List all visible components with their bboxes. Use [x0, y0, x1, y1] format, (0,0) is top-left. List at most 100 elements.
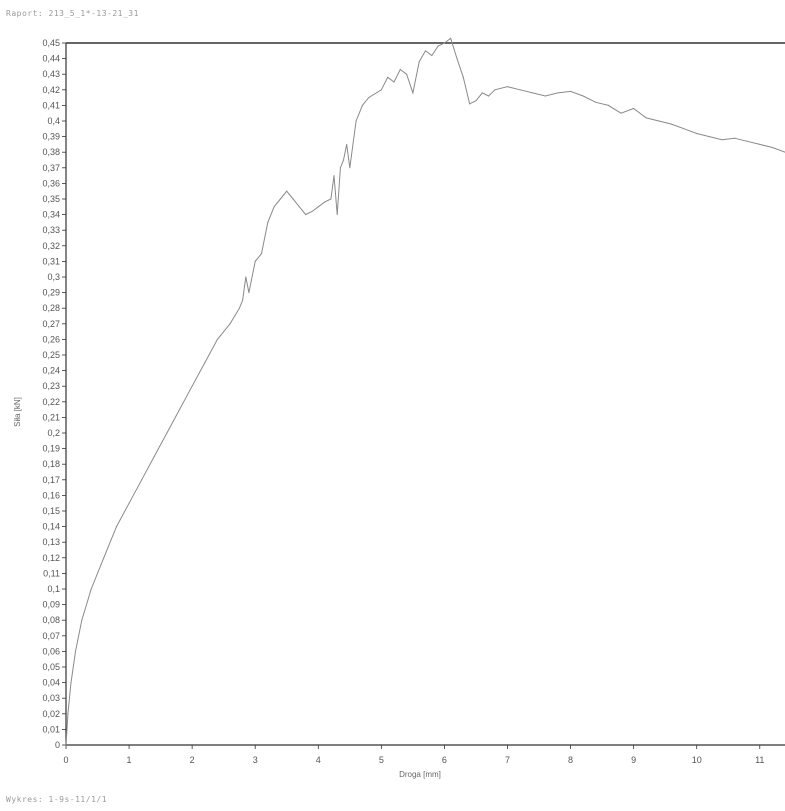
data-point [519, 89, 521, 91]
x-tick-label: 1 [127, 755, 132, 765]
data-point [128, 502, 130, 504]
data-point [437, 45, 439, 47]
data-point [241, 299, 244, 301]
y-tick-label: 0,18 [42, 459, 60, 469]
y-tick-label: 0,3 [47, 272, 60, 282]
data-point [336, 214, 338, 216]
y-tick-label: 0,35 [42, 194, 60, 204]
y-tick-label: 0,14 [42, 522, 60, 532]
data-point [424, 50, 427, 52]
y-tick-label: 0,44 [42, 54, 60, 64]
y-tick-label: 0,07 [42, 631, 60, 641]
data-point [456, 58, 458, 60]
data-point [759, 143, 761, 145]
y-tick-label: 0,1 [47, 584, 60, 594]
y-tick-label: 0,28 [42, 303, 60, 313]
data-point [620, 112, 622, 114]
x-tick-label: 11 [755, 755, 764, 765]
y-tick-label: 0,15 [42, 506, 60, 516]
y-tick-label: 0,08 [42, 615, 60, 625]
y-tick-label: 0,21 [42, 412, 60, 422]
data-point [141, 479, 143, 481]
data-point [229, 323, 231, 325]
data-point [393, 81, 395, 83]
data-point [462, 76, 464, 78]
y-tick-label: 0,41 [42, 100, 60, 110]
x-tick-label: 7 [505, 755, 510, 765]
y-tick-label: 0,19 [42, 444, 60, 454]
x-tick-label: 10 [692, 755, 702, 765]
data-point [645, 117, 647, 119]
data-point [368, 97, 370, 99]
data-point [355, 120, 357, 122]
data-point [349, 167, 351, 169]
y-tick-label: 0,33 [42, 225, 60, 235]
data-point [279, 198, 282, 200]
data-point [81, 619, 83, 621]
y-tick-label: 0,37 [42, 163, 60, 173]
data-point [103, 557, 105, 559]
data-point [346, 143, 348, 145]
data-point [115, 526, 118, 528]
x-axis-title: Droga [mm] [399, 770, 441, 779]
data-point [658, 120, 660, 122]
y-tick-label: 0,06 [42, 646, 60, 656]
plot-area: 0 0,01 0,02 0,03 0,04 0,05 0,06 0,07 0,08 0,09 0,1… [42, 37, 785, 765]
y-tick-label: 0,11 [43, 568, 60, 578]
data-point [475, 100, 477, 102]
y-tick-label: 0,34 [42, 210, 60, 220]
y-tick-label: 0,17 [42, 475, 60, 485]
y-tick-label: 0,12 [42, 553, 60, 563]
x-tick-label: 9 [631, 755, 636, 765]
data-point [65, 744, 67, 746]
data-point [412, 92, 414, 94]
report-header-text: Raport: 213_5_1*-13-21_31 [6, 9, 139, 18]
data-point [245, 276, 247, 278]
x-tick-label: 6 [442, 755, 447, 765]
x-tick-label: 3 [253, 755, 258, 765]
data-point [204, 362, 206, 364]
y-tick-label: 0,2 [47, 428, 60, 438]
data-point [292, 198, 294, 200]
data-point [696, 132, 698, 135]
data-point [387, 76, 389, 78]
x-tick-label: 0 [63, 755, 68, 765]
y-tick-label: 0,23 [42, 381, 60, 391]
data-point [418, 61, 420, 63]
y-tick-label: 0,38 [42, 147, 60, 157]
y-tick-label: 0,02 [42, 709, 60, 719]
y-tick-label: 0,01 [42, 724, 60, 734]
y-tick-label: 0,32 [42, 241, 60, 251]
data-point [298, 206, 300, 208]
y-tick-label: 0,43 [42, 69, 60, 79]
data-point [443, 42, 446, 44]
x-tick-label: 2 [190, 755, 195, 765]
data-point [450, 37, 452, 39]
x-tick-label: 4 [316, 755, 321, 765]
data-point [683, 128, 685, 130]
data-point [191, 385, 193, 387]
data-point [771, 146, 773, 149]
data-point [708, 136, 710, 138]
data-point [238, 307, 241, 309]
y-tick-label: 0,24 [42, 366, 60, 376]
data-point [90, 588, 92, 590]
data-point [544, 95, 546, 97]
data-point [746, 140, 748, 142]
y-tick-label: 0,45 [42, 38, 60, 48]
y-tick-label: 0,03 [42, 693, 60, 703]
data-point [260, 253, 263, 255]
data-point [216, 338, 218, 340]
data-point [342, 159, 345, 161]
y-tick-label: 0,42 [42, 85, 60, 95]
data-point [153, 455, 155, 457]
data-point [305, 214, 307, 216]
data-point [67, 713, 69, 715]
y-tick-label: 0 [55, 740, 60, 750]
x-tick-label: 8 [568, 755, 573, 765]
data-point [330, 198, 332, 200]
data-point [74, 650, 77, 653]
data-point [582, 95, 584, 97]
data-point [286, 190, 288, 192]
y-tick-label: 0,4 [47, 116, 60, 126]
